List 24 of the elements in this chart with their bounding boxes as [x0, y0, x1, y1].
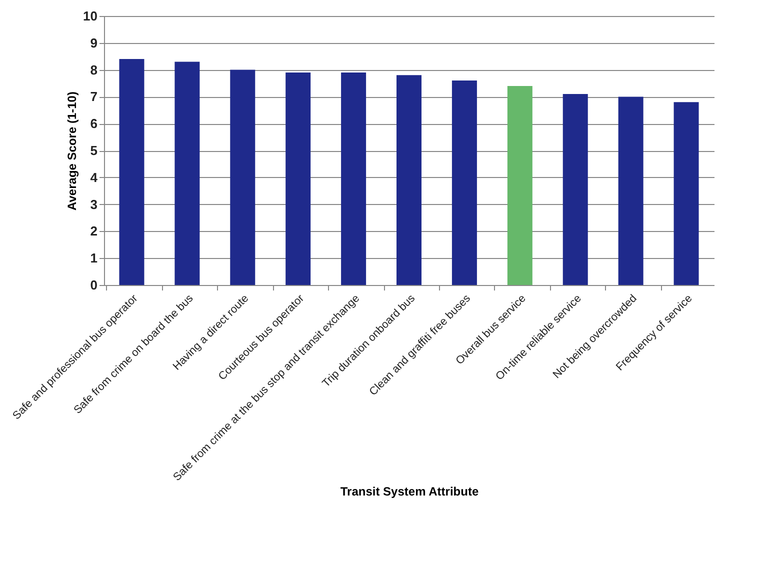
y-tick-label: 7 [90, 89, 98, 104]
bar [230, 70, 256, 285]
y-axis-title: Average Score (1-10) [65, 92, 80, 210]
y-tick-label: 10 [83, 8, 98, 24]
bar [674, 102, 699, 285]
bar [286, 72, 311, 285]
bar [341, 72, 366, 285]
y-tick-label: 3 [90, 196, 98, 212]
y-tick-label: 5 [90, 143, 98, 158]
y-tick-label: 6 [90, 116, 98, 132]
bar [174, 62, 200, 285]
bar [396, 75, 422, 285]
y-tick-label: 0 [90, 278, 98, 292]
x-axis-title: Transit System Attribute [340, 484, 479, 499]
bar [618, 96, 644, 285]
y-tick-label: 2 [90, 224, 98, 239]
bar [562, 94, 588, 285]
y-tick-label: 4 [90, 170, 98, 185]
bar [119, 59, 144, 285]
y-tick-label: 1 [90, 250, 98, 266]
y-tick-label: 8 [90, 62, 98, 78]
y-tick-label: 9 [90, 35, 98, 50]
bar [452, 80, 477, 285]
bar [507, 86, 532, 285]
